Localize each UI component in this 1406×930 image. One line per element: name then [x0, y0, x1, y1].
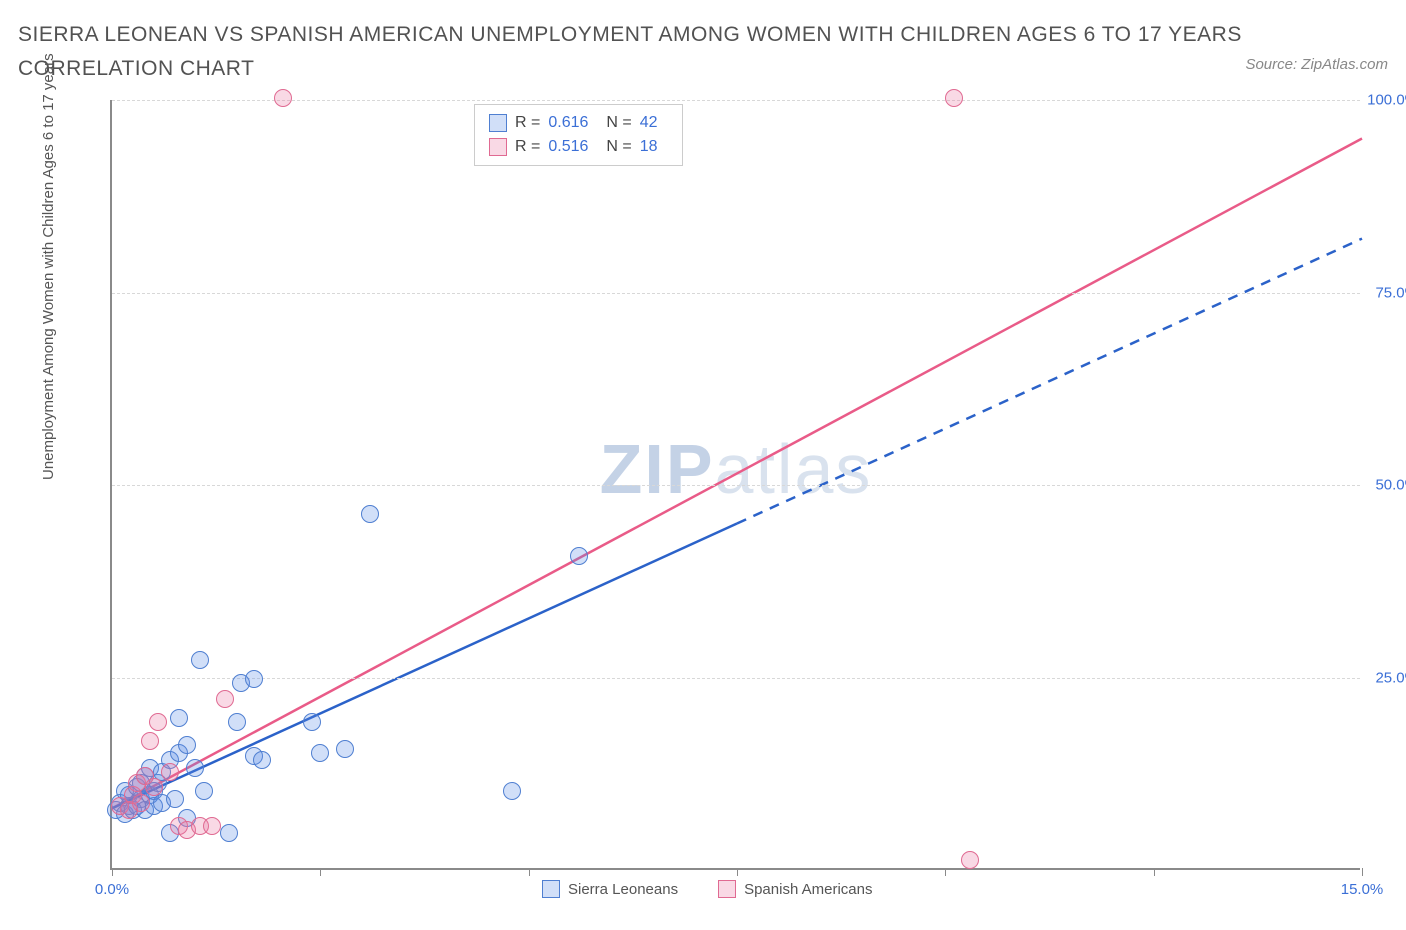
n-label: N =	[606, 111, 631, 135]
trend-lines-svg	[112, 100, 1360, 868]
data-point	[361, 505, 379, 523]
n-value-a: 42	[640, 111, 658, 135]
n-label: N =	[606, 135, 631, 159]
x-tick-label: 15.0%	[1341, 881, 1384, 898]
data-point	[961, 851, 979, 869]
data-point	[166, 790, 184, 808]
chart-container: SIERRA LEONEAN VS SPANISH AMERICAN UNEMP…	[0, 0, 1406, 930]
data-point	[945, 89, 963, 107]
data-point	[178, 736, 196, 754]
swatch-series-a	[489, 114, 507, 132]
legend-swatch-a	[542, 880, 560, 898]
source-attribution: Source: ZipAtlas.com	[1245, 56, 1388, 73]
legend-item-b: Spanish Americans	[718, 880, 872, 898]
data-point	[170, 709, 188, 727]
x-tick	[1362, 868, 1363, 876]
legend-bottom: Sierra Leoneans Spanish Americans	[542, 880, 872, 898]
data-point	[145, 778, 163, 796]
r-label: R =	[515, 111, 540, 135]
data-point	[245, 670, 263, 688]
legend-label-b: Spanish Americans	[744, 881, 872, 898]
y-tick-label: 50.0%	[1375, 477, 1406, 494]
r-value-a: 0.616	[548, 111, 588, 135]
data-point	[228, 713, 246, 731]
stats-row-series-a: R = 0.616 N = 42	[489, 111, 668, 135]
y-tick-label: 25.0%	[1375, 669, 1406, 686]
data-point	[161, 763, 179, 781]
data-point	[274, 89, 292, 107]
data-point	[503, 782, 521, 800]
data-point	[186, 759, 204, 777]
legend-item-a: Sierra Leoneans	[542, 880, 678, 898]
r-value-b: 0.516	[548, 135, 588, 159]
chart-area: ZIPatlas R = 0.616 N = 42 R = 0.516 N = …	[80, 100, 1360, 870]
trend-line	[737, 239, 1362, 524]
r-label: R =	[515, 135, 540, 159]
data-point	[149, 713, 167, 731]
stats-box: R = 0.616 N = 42 R = 0.516 N = 18	[474, 104, 683, 166]
chart-title: SIERRA LEONEAN VS SPANISH AMERICAN UNEMP…	[18, 18, 1388, 85]
x-tick	[737, 868, 738, 876]
data-point	[203, 817, 221, 835]
y-axis-label: Unemployment Among Women with Children A…	[40, 53, 57, 480]
x-tick	[320, 868, 321, 876]
data-point	[195, 782, 213, 800]
gridline	[112, 293, 1360, 294]
data-point	[253, 751, 271, 769]
data-point	[191, 651, 209, 669]
data-point	[132, 794, 150, 812]
y-tick-label: 100.0%	[1367, 92, 1406, 109]
x-tick	[529, 868, 530, 876]
data-point	[303, 713, 321, 731]
trend-line	[112, 139, 1362, 809]
gridline	[112, 485, 1360, 486]
n-value-b: 18	[640, 135, 658, 159]
x-tick	[1154, 868, 1155, 876]
data-point	[220, 824, 238, 842]
title-row: SIERRA LEONEAN VS SPANISH AMERICAN UNEMP…	[18, 18, 1388, 85]
data-point	[570, 547, 588, 565]
plot-region: ZIPatlas R = 0.616 N = 42 R = 0.516 N = …	[110, 100, 1360, 870]
data-point	[311, 744, 329, 762]
gridline	[112, 678, 1360, 679]
swatch-series-b	[489, 138, 507, 156]
data-point	[141, 732, 159, 750]
x-tick	[945, 868, 946, 876]
data-point	[216, 690, 234, 708]
legend-swatch-b	[718, 880, 736, 898]
data-point	[336, 740, 354, 758]
y-tick-label: 75.0%	[1375, 284, 1406, 301]
gridline	[112, 100, 1360, 101]
x-tick-label: 0.0%	[95, 881, 129, 898]
legend-label-a: Sierra Leoneans	[568, 881, 678, 898]
x-tick	[112, 868, 113, 876]
stats-row-series-b: R = 0.516 N = 18	[489, 135, 668, 159]
